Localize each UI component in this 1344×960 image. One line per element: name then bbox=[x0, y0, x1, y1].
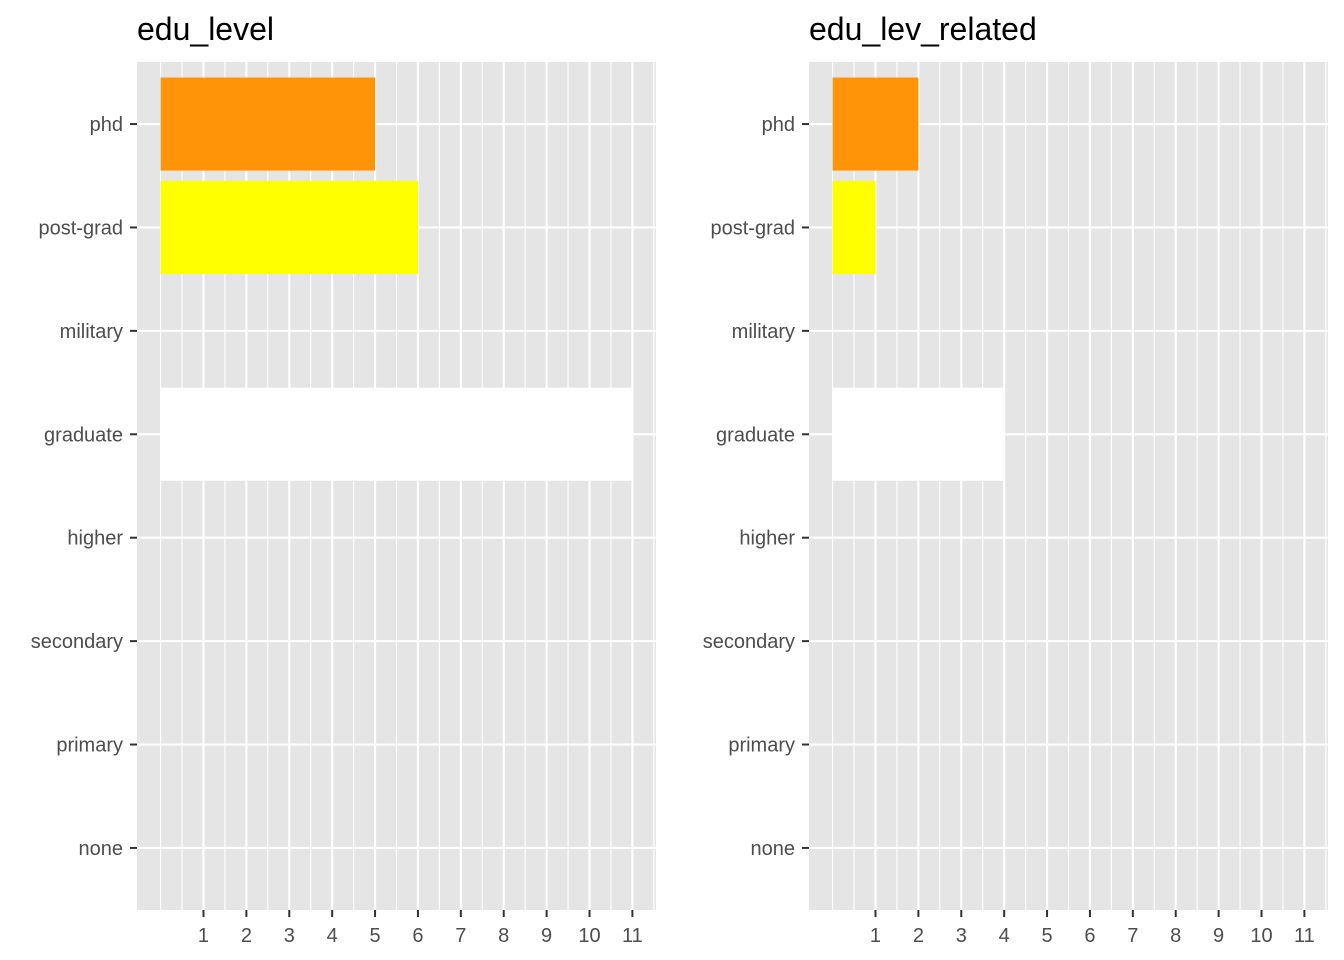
x-tick-label-2: 2 bbox=[913, 925, 924, 947]
y-tick-label-post-grad: post-grad bbox=[39, 217, 124, 239]
y-tick-label-secondary: secondary bbox=[703, 631, 795, 653]
bar-graduate bbox=[160, 387, 633, 481]
y-tick-label-military: military bbox=[60, 321, 123, 343]
x-tick-label-5: 5 bbox=[369, 925, 380, 947]
y-tick-label-post-grad: post-grad bbox=[711, 217, 796, 239]
x-tick-label-4: 4 bbox=[327, 925, 338, 947]
x-tick-label-5: 5 bbox=[1041, 925, 1052, 947]
chart-panel-1: phd post-grad military graduate higher second… bbox=[31, 11, 656, 947]
y-tick-label-primary: primary bbox=[728, 735, 795, 757]
chart-title: edu_lev_related bbox=[809, 11, 1037, 47]
x-tick-label-8: 8 bbox=[498, 925, 509, 947]
x-tick-label-11: 11 bbox=[1294, 925, 1315, 947]
x-tick-label-6: 6 bbox=[412, 925, 423, 947]
y-tick-label-none: none bbox=[751, 838, 796, 860]
x-tick-label-2: 2 bbox=[241, 925, 252, 947]
y-tick-label-primary: primary bbox=[56, 735, 123, 757]
chart-title: edu_level bbox=[137, 11, 274, 47]
bar-phd bbox=[832, 77, 919, 171]
x-tick-label-11: 11 bbox=[622, 925, 643, 947]
y-tick-label-none: none bbox=[79, 838, 124, 860]
y-tick-label-secondary: secondary bbox=[31, 631, 123, 653]
chart-panel-2: phd post-grad military graduate higher second… bbox=[703, 11, 1328, 947]
x-tick-label-7: 7 bbox=[1127, 925, 1138, 947]
x-tick-label-1: 1 bbox=[870, 925, 881, 947]
x-tick-label-10: 10 bbox=[1250, 925, 1272, 947]
y-tick-label-graduate: graduate bbox=[44, 424, 123, 446]
x-tick-label-6: 6 bbox=[1084, 925, 1095, 947]
bar-post-grad bbox=[832, 180, 876, 274]
bar-post-grad bbox=[160, 180, 418, 274]
y-tick-label-higher: higher bbox=[67, 528, 123, 550]
x-tick-label-7: 7 bbox=[455, 925, 466, 947]
y-tick-label-military: military bbox=[732, 321, 795, 343]
x-tick-label-9: 9 bbox=[1213, 925, 1224, 947]
y-tick-label-graduate: graduate bbox=[716, 424, 795, 446]
x-tick-label-8: 8 bbox=[1170, 925, 1181, 947]
y-tick-label-phd: phd bbox=[762, 114, 795, 136]
x-tick-label-9: 9 bbox=[541, 925, 552, 947]
x-tick-label-3: 3 bbox=[956, 925, 967, 947]
y-tick-label-phd: phd bbox=[90, 114, 123, 136]
x-tick-label-3: 3 bbox=[284, 925, 295, 947]
x-tick-label-10: 10 bbox=[578, 925, 600, 947]
x-tick-label-1: 1 bbox=[198, 925, 209, 947]
y-tick-label-higher: higher bbox=[739, 528, 795, 550]
bar-phd bbox=[160, 77, 376, 171]
bar-graduate bbox=[832, 387, 1005, 481]
x-tick-label-4: 4 bbox=[999, 925, 1010, 947]
